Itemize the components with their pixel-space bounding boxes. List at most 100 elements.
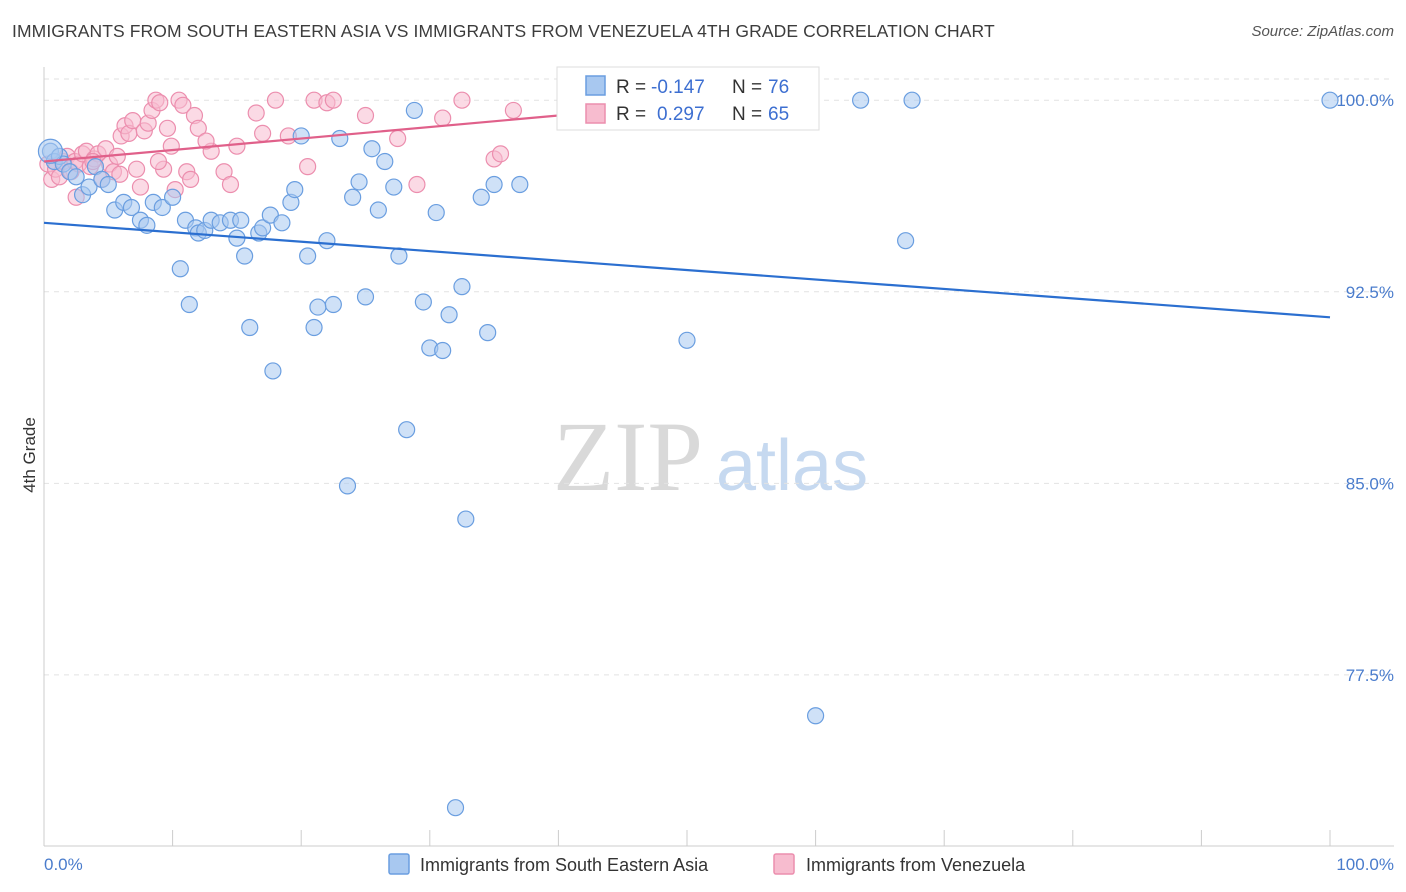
chart-title: IMMIGRANTS FROM SOUTH EASTERN ASIA VS IM… [12, 21, 995, 41]
sea-point [390, 247, 408, 265]
sea-point [479, 324, 497, 342]
y-axis-label: 4th Grade [20, 417, 39, 493]
sea-point [236, 247, 254, 265]
sea-point [318, 232, 336, 250]
sea-point [331, 129, 349, 148]
sea-point [434, 341, 452, 360]
sea-point [376, 152, 394, 171]
sea-point [852, 91, 870, 109]
stats-n-label-pink: N = [732, 104, 762, 125]
sea-point [180, 295, 198, 314]
sea-point [122, 198, 141, 217]
venezuela-point [182, 170, 200, 188]
y-tick-label: 92.5% [1346, 283, 1394, 302]
y-tick-label: 85.0% [1346, 474, 1394, 493]
sea-point [806, 707, 825, 725]
sea-point [398, 421, 416, 439]
source-credit: Source: ZipAtlas.com [1251, 23, 1394, 40]
sea-point [171, 260, 189, 278]
sea-point [678, 331, 696, 349]
sea-point [897, 232, 915, 250]
venezuela-point [434, 109, 452, 127]
sea-point [254, 219, 272, 237]
venezuela-point [158, 119, 177, 137]
stats-n-value-pink: 65 [768, 104, 789, 125]
venezuela-point [254, 124, 272, 143]
sea-point [511, 175, 529, 194]
venezuela-point [151, 94, 169, 112]
sea-point-cluster [37, 138, 64, 164]
venezuela-point [221, 175, 240, 194]
sea-point [264, 362, 282, 380]
sea-point [427, 203, 445, 222]
legend-swatch-sea [388, 853, 410, 875]
sea-point [309, 298, 327, 316]
stats-r-label-pink: R = [616, 104, 646, 125]
stats-swatch-pink [585, 103, 606, 124]
sea-point [164, 188, 182, 206]
venezuela-point [247, 104, 265, 122]
venezuela-point [197, 132, 215, 150]
sea-point [356, 288, 375, 306]
venezuela-point [174, 96, 192, 114]
venezuela-point [189, 119, 207, 137]
sea-point [99, 175, 117, 194]
sea-point [457, 510, 475, 528]
sea-point [305, 318, 323, 337]
stats-r-label-blue: R = [616, 77, 646, 98]
sea-point [903, 91, 921, 109]
venezuela-point [266, 91, 285, 109]
grid-lines [44, 78, 1394, 676]
stats-n-label-blue: N = [732, 77, 762, 98]
venezuela-point [149, 152, 168, 171]
y-tick-label: 77.5% [1346, 666, 1394, 685]
sea-point [485, 175, 503, 194]
sea-point [299, 247, 317, 265]
sea-point [414, 293, 432, 311]
watermark: ZIP atlas [553, 401, 868, 512]
stats-r-value-pink: 0.297 [657, 104, 705, 125]
x-tick-label-0: 0.0% [44, 855, 83, 874]
venezuela-point [228, 137, 246, 155]
axes [43, 67, 1394, 847]
trend-lines [43, 114, 1331, 319]
sea-point [286, 180, 304, 199]
sea-point [369, 201, 387, 219]
x-ticks [172, 830, 1331, 846]
sea-point [80, 178, 98, 196]
venezuela-point [131, 178, 150, 196]
sea-point [324, 295, 342, 314]
watermark-zip: ZIP [553, 401, 703, 512]
sea-point [363, 140, 381, 158]
sea-point [241, 318, 259, 337]
stats-swatch-blue [585, 75, 606, 96]
venezuela-point [162, 137, 180, 155]
stats-box: R = -0.147 N = 76 R = 0.297 N = 65 [556, 66, 820, 131]
y-tick-labels: 100.0% 92.5% 85.0% 77.5% [1336, 91, 1394, 685]
sea-point [153, 198, 171, 217]
sea-point [292, 127, 310, 145]
watermark-atlas: atlas [716, 426, 868, 506]
stats-n-value-blue: 76 [768, 77, 789, 98]
sea-point [472, 188, 490, 206]
series-sea-points [37, 91, 1339, 817]
sea-point [232, 211, 250, 229]
sea-trend-line [43, 221, 1331, 319]
sea-point [446, 799, 465, 817]
sea-point [338, 477, 357, 495]
sea-point [67, 168, 85, 186]
venezuela-point [504, 101, 522, 120]
legend: Immigrants from South Eastern Asia Immig… [388, 853, 1026, 875]
sea-point [273, 214, 291, 232]
venezuela-point [389, 129, 407, 148]
sea-point [385, 178, 403, 196]
venezuela-trend-line [43, 114, 559, 163]
x-tick-label-100: 100.0% [1336, 855, 1394, 874]
legend-swatch-venezuela [773, 853, 795, 875]
sea-point [453, 278, 471, 296]
venezuela-point [491, 145, 510, 163]
venezuela-point [299, 158, 317, 176]
legend-label-sea: Immigrants from South Eastern Asia [420, 855, 709, 875]
sea-point [440, 306, 458, 324]
